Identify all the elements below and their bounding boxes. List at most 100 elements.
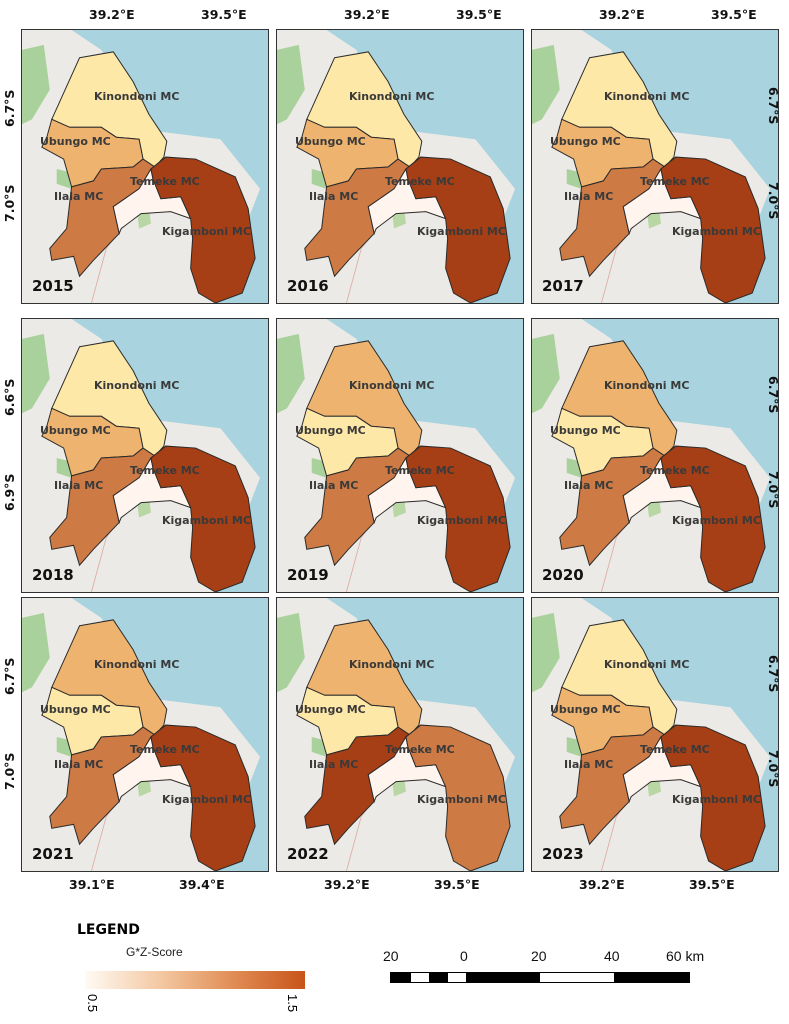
coordinate-tick: 6.9°S	[2, 473, 17, 511]
coordinate-tick: 39.4°E	[179, 877, 225, 892]
district-label-kigamboni: Kigamboni MC	[672, 225, 761, 238]
coordinate-tick: 7.0°S	[766, 750, 781, 788]
color-ramp	[85, 971, 305, 989]
district-label-ubungo: Ubungo MC	[550, 703, 621, 716]
coordinate-tick: 39.5°E	[201, 7, 247, 22]
coordinate-tick: 39.2°E	[579, 877, 625, 892]
map-panel-2023: Kinondoni MC Ubungo MC Ilala MC Temeke MC Ki…	[531, 597, 779, 872]
district-label-temeke: Temeke MC	[385, 743, 455, 756]
district-label-ubungo: Ubungo MC	[295, 424, 366, 437]
panel-year: 2020	[542, 566, 584, 584]
district-label-kigamboni: Kigamboni MC	[417, 793, 506, 806]
scale-tick: 20	[531, 948, 547, 964]
map-panel-2022: Kinondoni MC Ubungo MC Ilala MC Temeke MC Ki…	[276, 597, 524, 872]
map-panel-2017: Kinondoni MC Ubungo MC Ilala MC Temeke MC Ki…	[531, 29, 779, 304]
district-label-ubungo: Ubungo MC	[295, 135, 366, 148]
district-label-ubungo: Ubungo MC	[550, 424, 621, 437]
forest-patch	[22, 612, 50, 693]
coordinate-tick: 6.7°S	[766, 376, 781, 414]
sea	[581, 598, 778, 871]
district-label-temeke: Temeke MC	[640, 175, 710, 188]
basemap	[532, 598, 778, 871]
district-label-kigamboni: Kigamboni MC	[417, 225, 506, 238]
map-panel-2019: Kinondoni MC Ubungo MC Ilala MC Temeke MC Ki…	[276, 318, 524, 593]
forest-patch	[22, 333, 50, 414]
sea	[326, 598, 523, 871]
sea	[71, 30, 268, 303]
district-label-ilala: Ilala MC	[564, 758, 614, 771]
panel-year: 2017	[542, 277, 584, 295]
district-label-kigamboni: Kigamboni MC	[672, 514, 761, 527]
panel-year: 2023	[542, 845, 584, 863]
forest-patch	[532, 333, 560, 414]
district-label-ilala: Ilala MC	[564, 190, 614, 203]
sea	[71, 598, 268, 871]
basemap	[532, 30, 778, 303]
district-label-kigamboni: Kigamboni MC	[162, 225, 251, 238]
district-label-ilala: Ilala MC	[54, 758, 104, 771]
coordinate-tick: 39.2°E	[599, 7, 645, 22]
district-label-temeke: Temeke MC	[130, 175, 200, 188]
district-label-ilala: Ilala MC	[309, 190, 359, 203]
district-label-kinondoni: Kinondoni MC	[604, 90, 690, 103]
district-label-ubungo: Ubungo MC	[295, 703, 366, 716]
district-label-kigamboni: Kigamboni MC	[162, 793, 251, 806]
sea	[581, 30, 778, 303]
coordinate-tick: 7.0°S	[2, 184, 17, 222]
district-label-kinondoni: Kinondoni MC	[94, 379, 180, 392]
district-kigamboni	[660, 156, 766, 303]
map-panel-2018: Kinondoni MC Ubungo MC Ilala MC Temeke MC Ki…	[21, 318, 269, 593]
district-kigamboni	[405, 445, 511, 592]
district-label-ilala: Ilala MC	[309, 758, 359, 771]
scale-tick: 20	[383, 948, 399, 964]
district-label-kigamboni: Kigamboni MC	[417, 514, 506, 527]
basemap	[277, 30, 523, 303]
district-label-ilala: Ilala MC	[309, 479, 359, 492]
map-panel-2020: Kinondoni MC Ubungo MC Ilala MC Temeke MC Ki…	[531, 318, 779, 593]
forest-patch	[532, 612, 560, 693]
panel-year: 2015	[32, 277, 74, 295]
district-label-temeke: Temeke MC	[385, 464, 455, 477]
basemap	[277, 598, 523, 871]
forest-patch	[277, 44, 305, 125]
coordinate-tick: 6.7°S	[766, 87, 781, 125]
ramp-min-label: 0.5	[85, 994, 100, 1013]
forest-patch	[22, 44, 50, 125]
ramp-max-label: 1.5	[285, 994, 300, 1013]
district-label-kigamboni: Kigamboni MC	[672, 793, 761, 806]
district-label-temeke: Temeke MC	[130, 743, 200, 756]
sea	[581, 319, 778, 592]
panel-year: 2018	[32, 566, 74, 584]
district-label-ubungo: Ubungo MC	[40, 424, 111, 437]
sea	[326, 319, 523, 592]
district-label-kinondoni: Kinondoni MC	[94, 658, 180, 671]
district-label-kinondoni: Kinondoni MC	[349, 658, 435, 671]
coordinate-tick: 6.7°S	[2, 89, 17, 127]
basemap	[22, 598, 268, 871]
district-kigamboni	[150, 156, 256, 303]
sea	[71, 319, 268, 592]
legend-variable: G*Z-Score	[126, 945, 183, 959]
map-panel-2016: Kinondoni MC Ubungo MC Ilala MC Temeke MC Ki…	[276, 29, 524, 304]
coordinate-tick: 39.5°E	[456, 7, 502, 22]
district-label-kinondoni: Kinondoni MC	[349, 379, 435, 392]
district-label-temeke: Temeke MC	[640, 464, 710, 477]
district-label-kinondoni: Kinondoni MC	[349, 90, 435, 103]
district-label-ilala: Ilala MC	[54, 190, 104, 203]
district-label-ilala: Ilala MC	[564, 479, 614, 492]
map-panel-2021: Kinondoni MC Ubungo MC Ilala MC Temeke MC Ki…	[21, 597, 269, 872]
basemap	[22, 319, 268, 592]
coordinate-tick: 39.1°E	[69, 877, 115, 892]
basemap	[277, 319, 523, 592]
coordinate-tick: 7.0°S	[766, 471, 781, 509]
coordinate-tick: 6.6°S	[2, 378, 17, 416]
scale-tick: 0	[460, 948, 468, 964]
panel-year: 2019	[287, 566, 329, 584]
district-kigamboni	[405, 156, 511, 303]
district-label-temeke: Temeke MC	[640, 743, 710, 756]
district-label-temeke: Temeke MC	[385, 175, 455, 188]
district-kigamboni	[150, 724, 256, 871]
district-kigamboni	[150, 445, 256, 592]
forest-patch	[532, 44, 560, 125]
basemap	[532, 319, 778, 592]
